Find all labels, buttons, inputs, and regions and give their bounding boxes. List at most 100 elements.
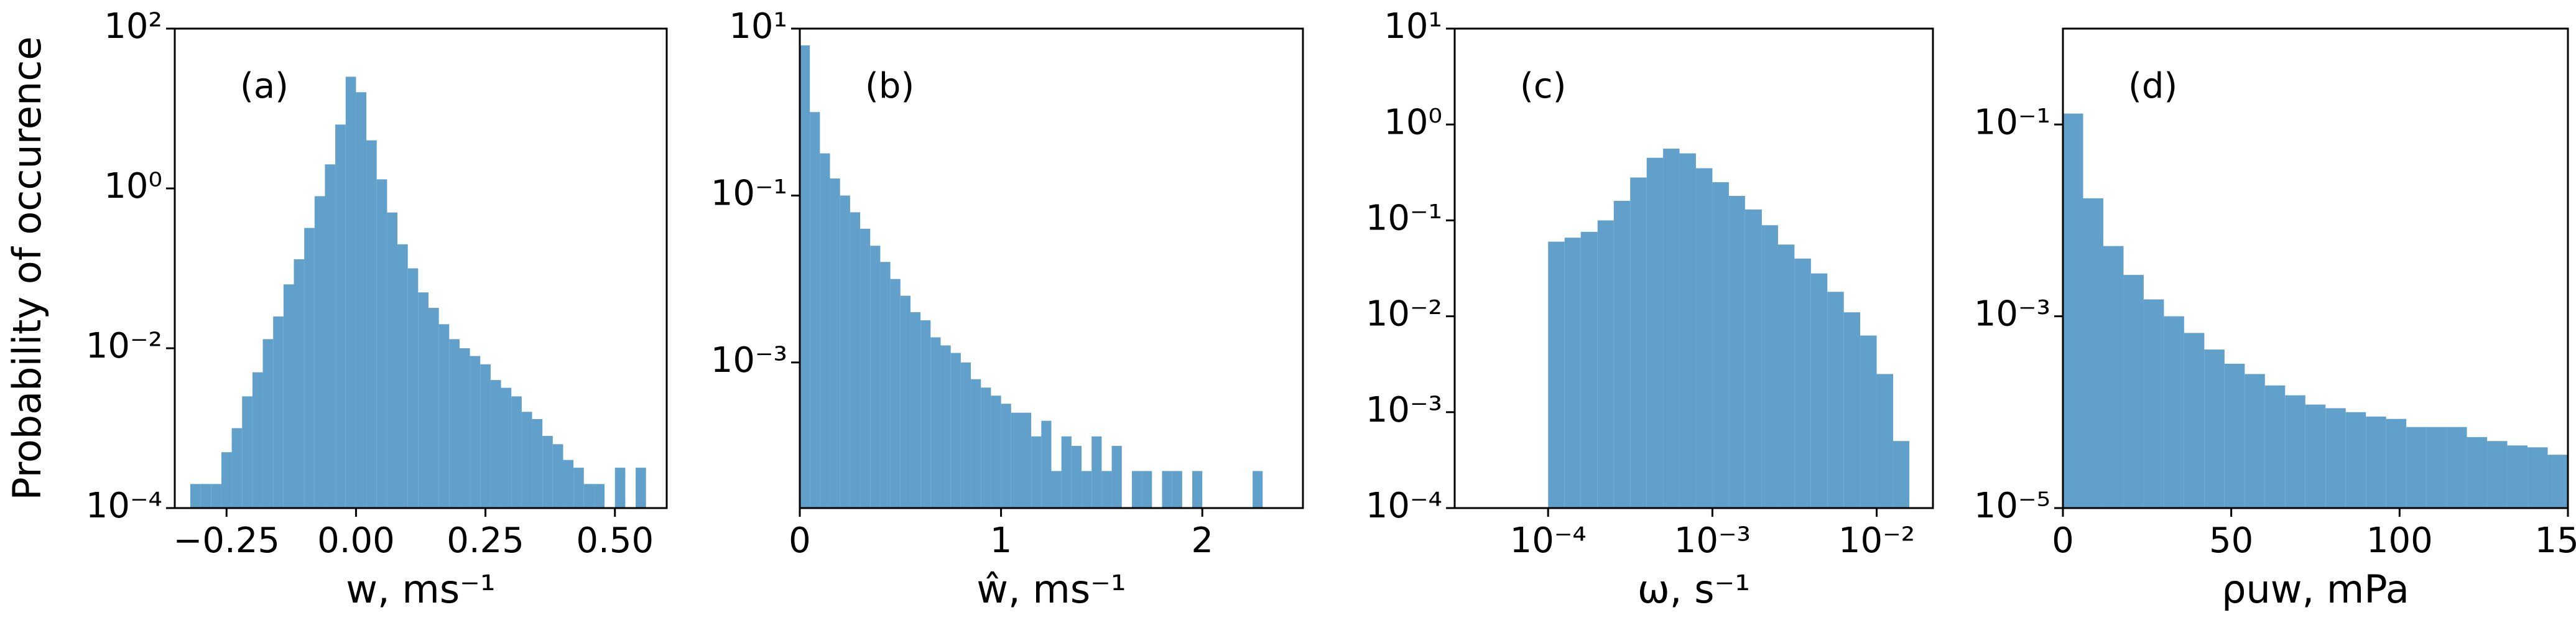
bar xyxy=(2063,113,2083,508)
bar xyxy=(356,92,367,509)
bar xyxy=(1564,238,1581,508)
bar xyxy=(1131,471,1142,508)
bar xyxy=(2366,416,2386,508)
bar xyxy=(1580,231,1598,508)
bar xyxy=(2123,275,2144,508)
bar xyxy=(2487,441,2508,508)
x-tick-label: 10⁻² xyxy=(1838,521,1915,561)
bar xyxy=(221,452,232,508)
bar xyxy=(1011,412,1021,508)
bar xyxy=(981,387,991,508)
bar xyxy=(2103,246,2124,508)
bar xyxy=(1794,258,1811,508)
bar xyxy=(1051,471,1062,508)
bar xyxy=(2547,455,2568,508)
bar xyxy=(2467,437,2488,508)
bar xyxy=(2325,408,2346,508)
bar xyxy=(376,179,387,508)
bar xyxy=(314,196,325,508)
bar xyxy=(2345,412,2366,508)
y-tick-label: 10¹ xyxy=(729,6,787,47)
x-tick-label: 1 xyxy=(990,521,1012,561)
bar xyxy=(2245,374,2265,508)
bar xyxy=(2204,349,2225,508)
x-tick-label: 0.25 xyxy=(447,521,524,561)
bar xyxy=(1827,292,1844,508)
bar xyxy=(880,262,891,508)
bar xyxy=(1091,436,1102,508)
bar xyxy=(1142,471,1152,508)
bar xyxy=(532,419,543,508)
bar xyxy=(1162,471,1172,508)
y-tick-label: 10⁻² xyxy=(86,326,162,366)
bar xyxy=(1630,177,1647,508)
bar xyxy=(335,124,346,509)
bar xyxy=(511,396,522,508)
bar xyxy=(890,279,901,508)
axes-frame xyxy=(174,27,668,509)
y-tick-label: 10⁻¹ xyxy=(1366,198,1442,239)
bar xyxy=(2184,333,2205,508)
bar xyxy=(910,312,921,508)
y-tick-label: 10² xyxy=(104,6,162,47)
panel-label: (d) xyxy=(2128,66,2177,106)
bar xyxy=(1744,209,1762,508)
bar xyxy=(231,428,243,508)
bar xyxy=(850,212,861,508)
y-axis-label: Probability of occurence xyxy=(4,36,50,500)
bar xyxy=(1761,225,1778,508)
bar xyxy=(2285,395,2305,508)
panel-label: (a) xyxy=(240,66,289,106)
bar xyxy=(1679,153,1696,508)
bar xyxy=(1695,168,1713,508)
bar xyxy=(2164,316,2184,508)
bar xyxy=(860,228,871,508)
bar xyxy=(930,337,941,508)
bar xyxy=(810,112,820,508)
bar xyxy=(900,295,910,508)
bar xyxy=(2305,404,2326,508)
bar xyxy=(1876,374,1894,508)
bar xyxy=(1031,436,1042,508)
x-axis-label: ω, s⁻¹ xyxy=(1638,567,1750,612)
bar xyxy=(1843,312,1861,508)
y-tick-label: 10⁰ xyxy=(104,166,162,206)
y-tick-label: 10⁻⁴ xyxy=(86,486,162,526)
bar xyxy=(1860,335,1877,508)
bar xyxy=(325,164,336,509)
x-tick-label: 2 xyxy=(1191,521,1213,561)
bar xyxy=(418,292,429,508)
bar xyxy=(1613,200,1631,508)
bar xyxy=(1061,436,1072,508)
bar xyxy=(1041,420,1052,508)
bar xyxy=(950,353,961,508)
bar xyxy=(1082,471,1092,508)
bar xyxy=(2426,427,2447,508)
bar xyxy=(940,345,951,508)
bar xyxy=(1663,149,1680,508)
bar xyxy=(840,195,850,508)
bar xyxy=(283,284,294,508)
bar xyxy=(1777,244,1795,508)
bar xyxy=(273,316,284,508)
panel-label: (b) xyxy=(865,66,914,106)
x-tick-label: 10⁻³ xyxy=(1674,521,1751,561)
x-tick-label: 10⁻⁴ xyxy=(1510,521,1587,561)
axes-frame xyxy=(1453,27,1934,509)
y-tick-label: 10⁻¹ xyxy=(1974,102,2050,142)
bar xyxy=(387,212,398,508)
bar xyxy=(920,320,931,508)
x-tick-label: 0 xyxy=(789,521,811,561)
bar xyxy=(1001,404,1011,508)
bar xyxy=(200,484,211,508)
bar xyxy=(2083,198,2103,508)
bar xyxy=(294,259,305,508)
x-axis-label: ρuw, mPa xyxy=(2222,567,2409,612)
bar xyxy=(521,412,532,508)
bar xyxy=(573,468,584,508)
x-tick-label: −0.25 xyxy=(173,521,280,561)
bar xyxy=(583,484,595,508)
bar xyxy=(636,468,646,508)
bar xyxy=(490,380,501,508)
